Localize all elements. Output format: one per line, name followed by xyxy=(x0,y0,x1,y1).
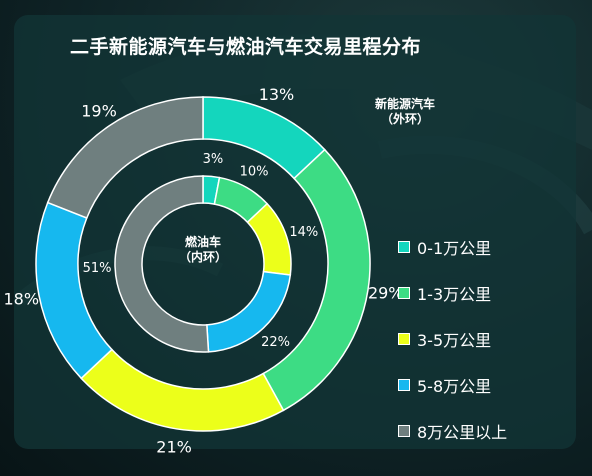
legend-swatch-4 xyxy=(398,425,410,437)
legend-item-0[interactable]: 0-1万公里 xyxy=(398,224,507,270)
legend-item-1[interactable]: 1-3万公里 xyxy=(398,270,507,316)
legend-item-4[interactable]: 8万公里以上 xyxy=(398,408,507,454)
legend-item-3[interactable]: 5-8万公里 xyxy=(398,362,507,408)
outer-slice-2[interactable] xyxy=(80,348,285,432)
outer-slice-4[interactable] xyxy=(46,96,204,219)
inner-value-label-0: 3% xyxy=(203,152,224,167)
inner-value-label-3: 22% xyxy=(261,335,290,350)
legend-swatch-1 xyxy=(398,287,410,299)
inner-slice-4[interactable] xyxy=(114,175,210,353)
legend-label-0: 0-1万公里 xyxy=(417,239,492,258)
legend-item-2[interactable]: 3-5万公里 xyxy=(398,316,507,362)
outer-value-label-1: 29% xyxy=(368,284,404,303)
legend-swatch-0 xyxy=(398,241,410,253)
legend-swatch-3 xyxy=(398,379,410,391)
outer-value-label-0: 13% xyxy=(259,85,295,104)
legend-label-1: 1-3万公里 xyxy=(417,285,492,304)
inner-value-label-2: 14% xyxy=(289,225,318,240)
outer-value-label-3: 18% xyxy=(3,289,39,308)
inner-value-label-1: 10% xyxy=(240,165,269,180)
legend-label-3: 5-8万公里 xyxy=(417,377,492,396)
legend: 0-1万公里 1-3万公里 3-5万公里 5-8万公里 8万公里以上 xyxy=(398,224,507,454)
inner-value-label-4: 51% xyxy=(83,261,112,276)
legend-label-2: 3-5万公里 xyxy=(417,331,492,350)
outer-value-label-2: 21% xyxy=(156,437,192,456)
outer-ring-label: 新能源汽车（外环） xyxy=(375,96,435,126)
outer-slice-3[interactable] xyxy=(35,201,113,380)
chart-title: 二手新能源汽车与燃油汽车交易里程分布 xyxy=(70,36,422,58)
outer-value-label-4: 19% xyxy=(81,102,117,121)
legend-label-4: 8万公里以上 xyxy=(417,423,508,442)
legend-swatch-2 xyxy=(398,333,410,345)
inner-ring-label: 燃油车（内环） xyxy=(179,234,227,264)
